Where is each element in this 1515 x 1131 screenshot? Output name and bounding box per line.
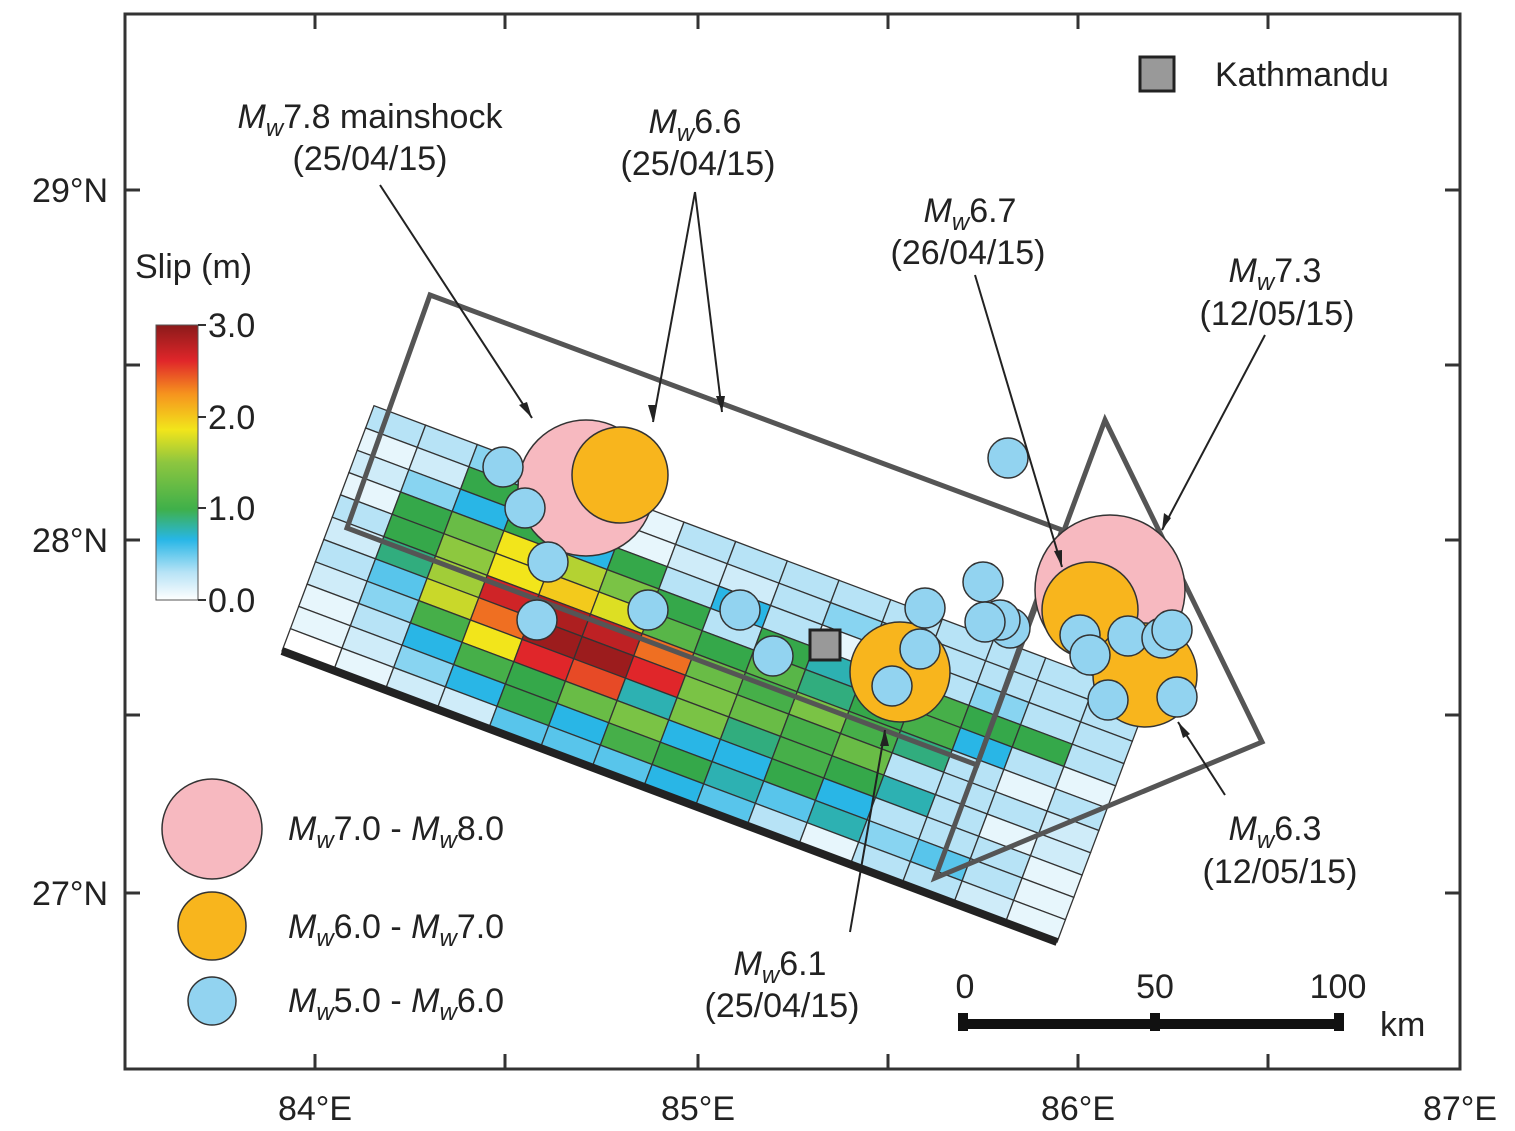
colorbar [155,324,199,601]
annotation-mw61: Mw6.1 (25/04/15) [705,945,860,1025]
colorbar-tick-label: 1.0 [208,490,255,528]
lon-tick-label: 85°E [661,1090,735,1128]
scale-unit-label: km [1380,1006,1425,1044]
aftershock-circle [899,628,941,670]
lon-tick-label: 84°E [278,1090,352,1128]
svg-text:Mw6.1: Mw6.1 [734,945,827,989]
aftershock-circle [871,665,913,707]
legend-symbol-pink [161,778,263,880]
scale-tick-label: 0 [956,968,975,1006]
event-mag: 7.8 [283,98,330,136]
annotation-mw73: Mw7.3 (12/05/15) [1200,252,1355,333]
scale-tick-label: 50 [1136,968,1174,1006]
lon-tick-label: 87°E [1423,1090,1497,1128]
svg-text:Mw6.6: Mw6.6 [649,103,742,147]
aftershock-circle [904,587,946,629]
annotation-mainshock: Mw7.8 mainshock (25/04/15) [238,98,504,178]
legend-label: Mw7.0 - Mw8.0 [288,810,504,854]
lat-tick-label: 27°N [32,875,108,913]
aftershock-circle [719,589,761,631]
aftershock-circle [964,601,1006,643]
aftershock-circle [1069,634,1111,676]
event-mag: 6.6 [694,103,741,141]
svg-text:Mw7.3: Mw7.3 [1229,252,1322,296]
legend-label: Mw5.0 - Mw6.0 [288,982,504,1026]
legend-symbol-orange [177,891,247,961]
event-date: (26/04/15) [891,234,1046,272]
lat-tick-label: 28°N [32,522,108,560]
legend-symbol-blue [187,976,237,1026]
aftershock-circle [627,589,669,631]
lon-tick-label: 86°E [1041,1090,1115,1128]
annotation-mw66: Mw6.6 (25/04/15) [621,103,776,183]
aftershock-circle [1151,609,1193,651]
scale-tick-label: 100 [1310,968,1367,1006]
aftershock-circle [1156,676,1198,718]
slip-grid [281,404,1150,943]
event-date: (12/05/15) [1200,295,1355,333]
aftershock-circle [752,635,794,677]
colorbar-tick-label: 2.0 [208,399,255,437]
event-date: (25/04/15) [621,145,776,183]
event-suffix: mainshock [330,98,503,136]
aftershock-circle [1087,679,1129,721]
lat-tick-label: 29°N [32,172,108,210]
kathmandu-legend-square [1138,55,1176,93]
colorbar-tick-label: 3.0 [208,307,255,345]
scale-bar [958,1013,1344,1031]
aftershock-circle [504,487,546,529]
event-date: (12/05/15) [1203,853,1358,891]
event-date: (25/04/15) [293,140,448,178]
kathmandu-legend-label: Kathmandu [1215,56,1389,94]
svg-text:Mw6.7: Mw6.7 [924,192,1017,236]
axis-ticks [125,14,1460,1069]
event-date: (25/04/15) [705,987,860,1025]
aftershock-circle [516,599,558,641]
aftershock-symbols [482,419,1198,728]
aftershock-circle [987,437,1029,479]
svg-text:Mw6.3: Mw6.3 [1229,810,1322,854]
aftershock-circle [527,541,569,583]
colorbar-tick-label: 0.0 [208,582,255,620]
leader-arrowheads [519,396,1190,746]
event-mag: 6.3 [1274,810,1321,848]
svg-text:Mw7.8 mainshock: Mw7.8 mainshock [238,98,504,142]
mag-subscript: w [266,115,285,142]
legend-label: Mw6.0 - Mw7.0 [288,908,504,952]
colorbar-title: Slip (m) [135,248,252,286]
aftershock-circle [482,446,524,488]
event-mag: 6.1 [779,945,826,983]
mag-symbol: M [238,98,267,136]
event-mag: 6.7 [969,192,1016,230]
annotation-mw63: Mw6.3 (12/05/15) [1203,810,1358,891]
event-circle [571,426,669,524]
annotation-mw67: Mw6.7 (26/04/15) [891,192,1046,272]
event-mag: 7.3 [1274,252,1321,290]
kathmandu-marker [808,628,842,662]
colorbar-ticks [198,324,206,601]
fault-trace [280,647,1059,946]
aftershock-circle [962,561,1004,603]
